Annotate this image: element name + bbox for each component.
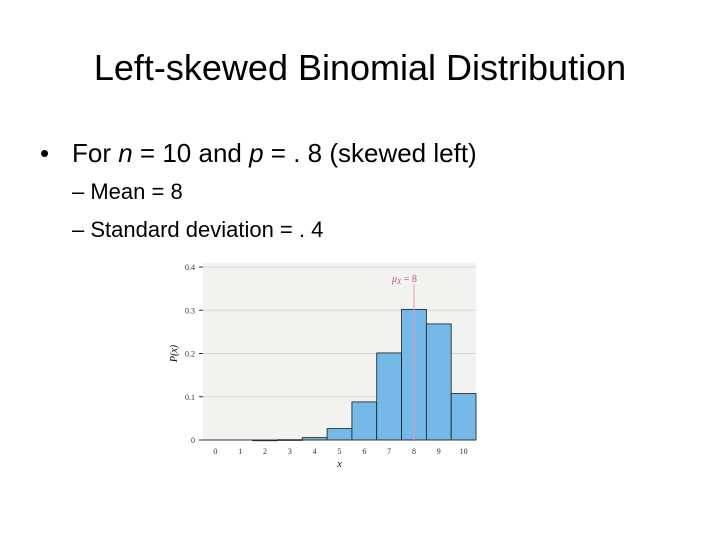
bullet-n-variable: n xyxy=(118,138,133,168)
sub-bullet-std-dev: – Standard deviation = . 4 xyxy=(72,217,324,242)
bullet-list: • For n = 10 and p = . 8 (skewed left) –… xyxy=(40,133,700,249)
main-bullet: • For n = 10 and p = . 8 (skewed left) xyxy=(40,133,700,173)
bar-x-5 xyxy=(326,428,353,441)
y-tick-label: 0.1 xyxy=(185,393,195,402)
x-tick-label: 3 xyxy=(288,447,292,456)
x-tick-label: 8 xyxy=(412,447,416,456)
y-tick-label: 0 xyxy=(191,436,195,445)
binomial-chart: μX = 8 0 0.1 0.2 0.3 0.4 0 1 2 3 4 5 6 7 8 9 10 P(x) x xyxy=(165,263,480,473)
bullet-n-text: = 10 and xyxy=(132,138,250,168)
x-tick-label: 9 xyxy=(437,447,441,456)
x-tick-label: 5 xyxy=(338,447,342,456)
x-tick-label: 6 xyxy=(362,447,366,456)
y-tick-labels: 0 0.1 0.2 0.3 0.4 xyxy=(185,263,195,445)
bar-x-7 xyxy=(376,352,402,441)
bullet-p-text: = . 8 (skewed left) xyxy=(263,138,477,168)
y-tick-label: 0.2 xyxy=(185,350,195,359)
sub-bullet-mean: – Mean = 8 xyxy=(72,179,183,204)
bullet-prefix: For xyxy=(72,138,119,168)
x-tick-label: 7 xyxy=(387,447,391,456)
bar-x-6 xyxy=(351,401,378,441)
x-axis-label: x xyxy=(336,459,342,470)
y-axis-label: P(x) xyxy=(169,344,180,363)
mean-annotation: μX = 8 xyxy=(391,274,417,286)
y-tick-label: 0.3 xyxy=(185,306,195,315)
chart-svg: μX = 8 0 0.1 0.2 0.3 0.4 0 1 2 3 4 5 6 7 8 9 10 P(x) x xyxy=(169,263,477,470)
x-tick-label: 10 xyxy=(460,447,468,456)
x-tick-label: 0 xyxy=(213,447,217,456)
mean-equals: = 8 xyxy=(401,274,417,285)
bar-x-9 xyxy=(425,323,452,441)
bullet-p-variable: p xyxy=(249,138,264,168)
sub-bullet-list: – Mean = 8 – Standard deviation = . 4 xyxy=(40,173,700,249)
x-tick-labels: 0 1 2 3 4 5 6 7 8 9 10 xyxy=(213,447,467,456)
slide-title: Left-skewed Binomial Distribution xyxy=(93,47,627,88)
x-tick-label: 2 xyxy=(263,447,267,456)
mean-subscript: X xyxy=(396,278,402,286)
bullet-dot-icon: • xyxy=(40,138,50,168)
mean-symbol: μ xyxy=(391,274,397,285)
x-tick-label: 1 xyxy=(238,447,242,456)
x-tick-label: 4 xyxy=(313,447,317,456)
y-tick-label: 0.4 xyxy=(185,263,195,272)
bar-x-10 xyxy=(450,393,477,441)
